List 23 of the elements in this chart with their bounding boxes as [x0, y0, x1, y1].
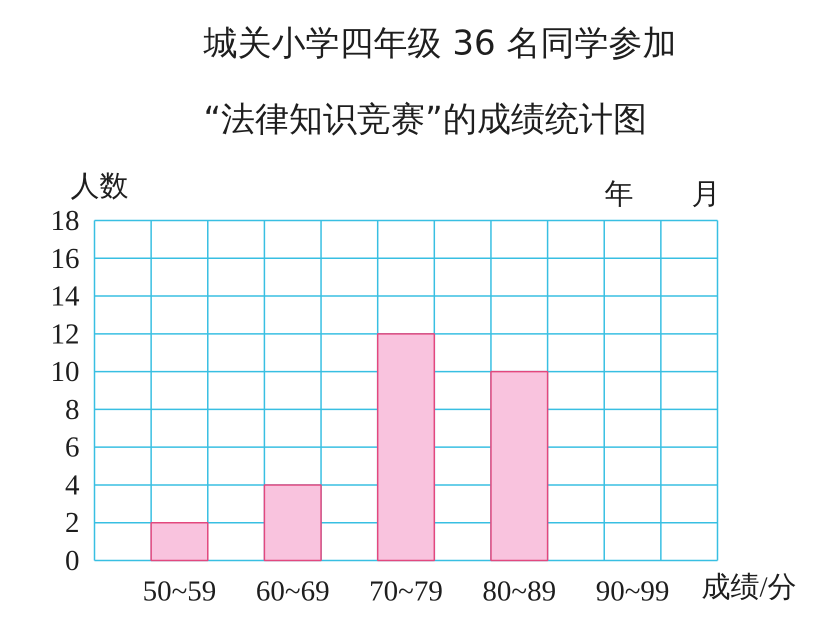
- y-tick-label: 12: [50, 318, 80, 350]
- text: 年 月: [604, 178, 720, 210]
- y-tick-label: 10: [50, 356, 80, 388]
- bar: [264, 484, 322, 562]
- y-tick-label: 6: [65, 432, 80, 464]
- bar: [376, 333, 436, 562]
- y-tick-label: 16: [50, 242, 80, 275]
- bar: [150, 522, 209, 562]
- x-tick-label: 90~99: [596, 576, 670, 608]
- y-tick-label: 2: [65, 507, 80, 540]
- bar: [490, 370, 548, 562]
- x-tick-label: 70~79: [369, 576, 443, 608]
- x-axis-title: 成绩/分: [702, 572, 797, 604]
- y-tick-label: 8: [65, 394, 80, 426]
- chart-title: 城关小学四年级 36 名同学参加 “法律知识竞赛”的成绩统计图: [202, 24, 676, 140]
- y-tick-label: 0: [65, 545, 80, 577]
- x-tick-label: 60~69: [256, 576, 330, 608]
- y-tick-label: 4: [65, 469, 80, 502]
- x-tick-label: 80~89: [482, 576, 556, 608]
- y-tick-label: 14: [50, 280, 80, 313]
- x-tick-label: 50~59: [142, 576, 216, 608]
- y-axis-title: 人数: [70, 170, 128, 202]
- y-tick-label: 18: [50, 205, 80, 237]
